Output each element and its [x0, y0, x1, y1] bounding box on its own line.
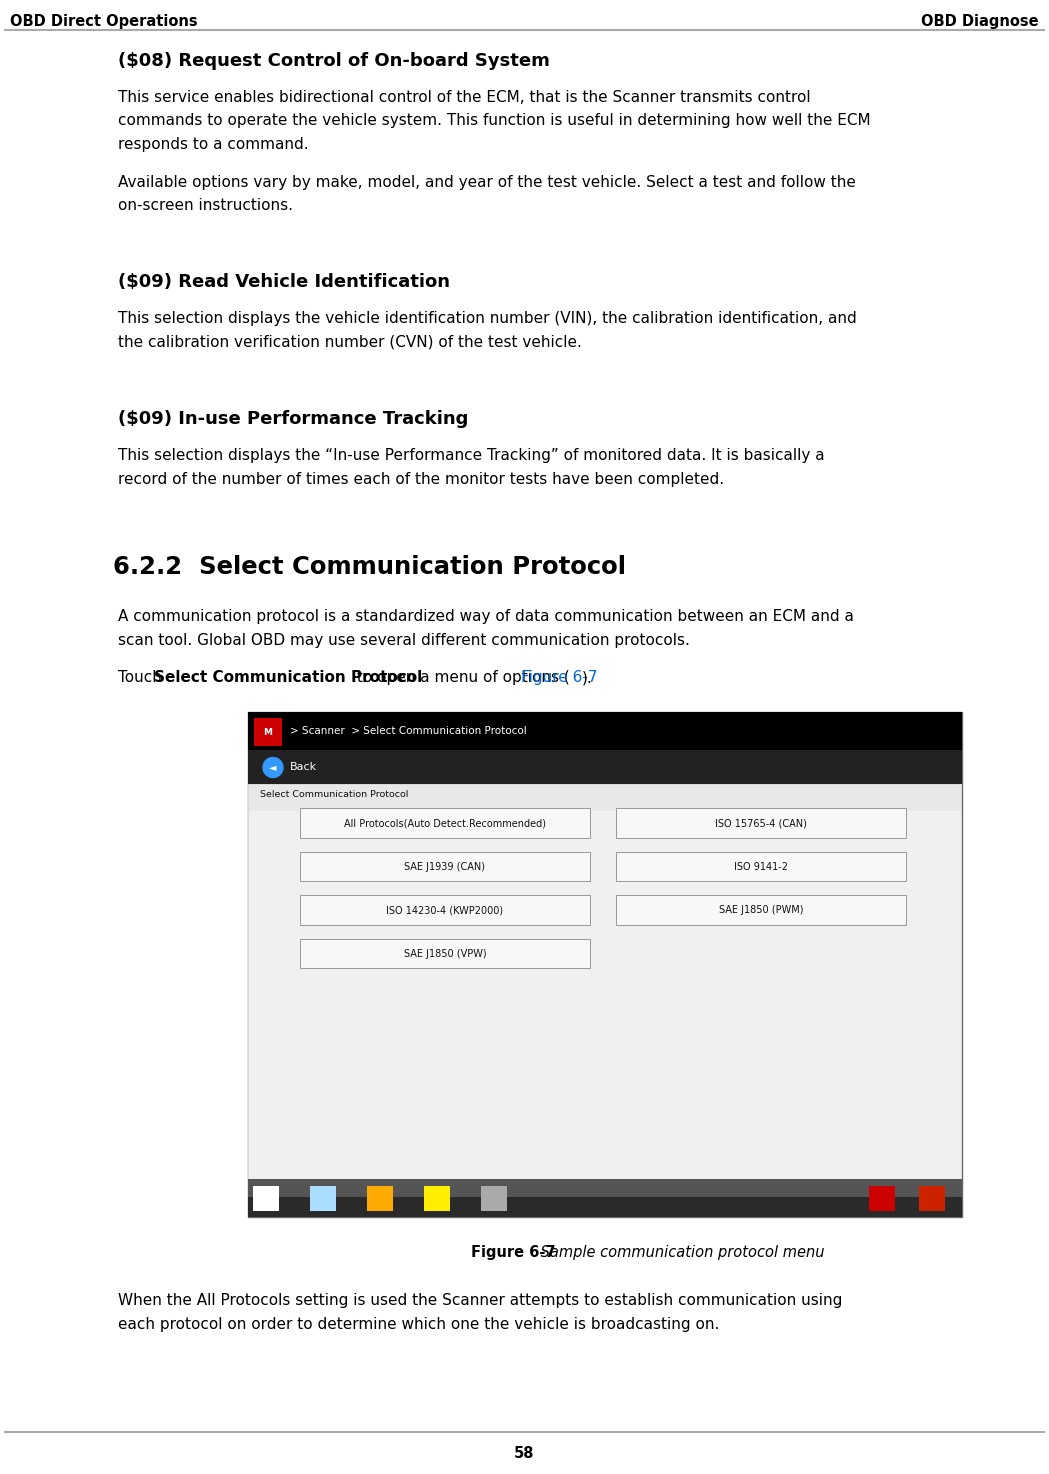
Text: A communication protocol is a standardized way of data communication between an : A communication protocol is a standardiz… — [117, 610, 854, 625]
Bar — [248, 712, 962, 1218]
Bar — [300, 809, 590, 839]
Text: on-screen instructions.: on-screen instructions. — [117, 198, 293, 214]
Text: ISO 15765-4 (CAN): ISO 15765-4 (CAN) — [715, 818, 807, 828]
Text: record of the number of times each of the monitor tests have been completed.: record of the number of times each of th… — [117, 472, 724, 486]
Text: Back: Back — [290, 762, 317, 772]
Text: commands to operate the vehicle system. This function is useful in determining h: commands to operate the vehicle system. … — [117, 113, 871, 128]
Text: SAE J1850 (PWM): SAE J1850 (PWM) — [719, 905, 804, 915]
Text: ($09) In-use Performance Tracking: ($09) In-use Performance Tracking — [117, 410, 468, 429]
Bar — [253, 1187, 279, 1212]
Bar — [616, 809, 906, 839]
Bar — [481, 1187, 507, 1212]
Bar — [300, 852, 590, 881]
Bar — [869, 1187, 895, 1212]
Text: ($08) Request Control of On-board System: ($08) Request Control of On-board System — [117, 52, 550, 69]
Text: This service enables bidirectional control of the ECM, that is the Scanner trans: This service enables bidirectional contr… — [117, 90, 811, 105]
Bar — [248, 1179, 962, 1218]
Text: the calibration verification number (CVN) of the test vehicle.: the calibration verification number (CVN… — [117, 335, 582, 349]
Bar — [367, 1187, 393, 1212]
Text: 6.2.2  Select Communication Protocol: 6.2.2 Select Communication Protocol — [113, 556, 626, 579]
Text: OBD Direct Operations: OBD Direct Operations — [10, 13, 197, 29]
Bar — [248, 784, 962, 1218]
Text: Select Communication Protocol: Select Communication Protocol — [260, 790, 408, 799]
Text: This selection displays the vehicle identification number (VIN), the calibration: This selection displays the vehicle iden… — [117, 311, 857, 327]
Text: Figure 6-7: Figure 6-7 — [471, 1246, 556, 1260]
Bar — [300, 939, 590, 968]
Bar — [919, 1187, 945, 1212]
Text: ($09) Read Vehicle Identification: ($09) Read Vehicle Identification — [117, 274, 450, 292]
Text: ISO 9141-2: ISO 9141-2 — [734, 862, 788, 871]
Text: SAE J1939 (CAN): SAE J1939 (CAN) — [405, 862, 486, 871]
Text: to open a menu of options (: to open a menu of options ( — [352, 671, 570, 685]
Bar — [616, 896, 906, 926]
Text: M: M — [263, 728, 273, 737]
Text: ).: ). — [582, 671, 593, 685]
Text: each protocol on order to determine which one the vehicle is broadcasting on.: each protocol on order to determine whic… — [117, 1316, 720, 1332]
Text: This selection displays the “In-use Performance Tracking” of monitored data. It : This selection displays the “In-use Perf… — [117, 448, 825, 463]
Text: ISO 14230-4 (KWP2000): ISO 14230-4 (KWP2000) — [386, 905, 504, 915]
Bar — [300, 896, 590, 926]
Text: scan tool. Global OBD may use several different communication protocols.: scan tool. Global OBD may use several di… — [117, 632, 690, 649]
Text: When the All Protocols setting is used the Scanner attempts to establish communi: When the All Protocols setting is used t… — [117, 1294, 842, 1309]
Bar — [616, 852, 906, 881]
Bar — [248, 750, 962, 784]
Bar — [311, 1187, 336, 1212]
Text: Touch: Touch — [117, 671, 167, 685]
Text: All Protocols(Auto Detect.Recommended): All Protocols(Auto Detect.Recommended) — [344, 818, 545, 828]
Bar — [249, 786, 961, 1216]
Text: Select Communication Protocol: Select Communication Protocol — [154, 671, 423, 685]
Text: Sample communication protocol menu: Sample communication protocol menu — [536, 1246, 825, 1260]
Text: ◄: ◄ — [270, 762, 277, 772]
Circle shape — [263, 758, 283, 777]
Bar — [424, 1187, 450, 1212]
Bar — [249, 812, 961, 1216]
Text: Figure 6-7: Figure 6-7 — [521, 671, 598, 685]
Text: SAE J1850 (VPW): SAE J1850 (VPW) — [404, 949, 487, 958]
Text: 58: 58 — [514, 1446, 535, 1461]
Bar — [254, 718, 282, 746]
Bar — [248, 712, 962, 750]
Bar — [248, 1179, 962, 1197]
Text: Available options vary by make, model, and year of the test vehicle. Select a te: Available options vary by make, model, a… — [117, 174, 856, 190]
Text: > Scanner  > Select Communication Protocol: > Scanner > Select Communication Protoco… — [290, 727, 527, 737]
Text: responds to a command.: responds to a command. — [117, 137, 308, 152]
Text: OBD Diagnose: OBD Diagnose — [921, 13, 1039, 29]
